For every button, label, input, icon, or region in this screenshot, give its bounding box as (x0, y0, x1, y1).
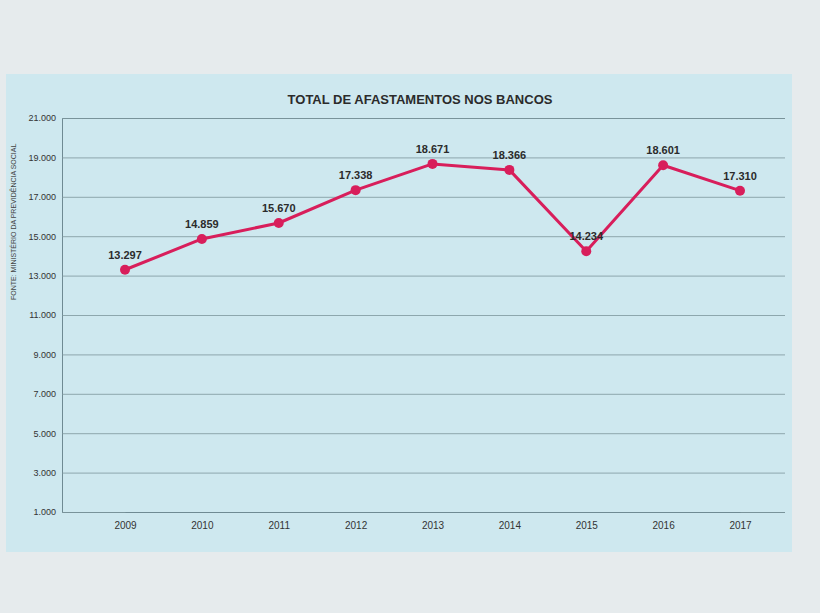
plot-area (120, 159, 745, 275)
point (658, 160, 668, 170)
data-label: 17.310 (723, 170, 757, 182)
x-tick-label: 2010 (191, 520, 214, 531)
x-tick: 2013 (422, 512, 445, 531)
grid-line (62, 315, 785, 316)
x-tick: 2010 (191, 512, 214, 531)
x-tick-label: 2013 (422, 520, 445, 531)
title: TOTAL DE AFASTAMENTOS NOS BANCOS (288, 92, 553, 107)
point (428, 159, 438, 169)
data-label: 18.671 (416, 143, 450, 155)
point (351, 185, 361, 195)
data-label: 18.601 (646, 144, 680, 156)
y-tick: 7.000 (33, 389, 785, 399)
x-tick-label: 2009 (114, 520, 137, 531)
y-tick-label: 9.000 (33, 350, 56, 360)
y-axis: 1.000 3.000 5.000 7.000 9.000 11.000 13.000 15.… (28, 113, 785, 517)
point (120, 265, 130, 275)
data-label: 14.859 (185, 218, 219, 230)
y-tick-label: 15.000 (28, 232, 56, 242)
point (735, 186, 745, 196)
point (504, 165, 514, 175)
point (581, 246, 591, 256)
grid-line (62, 157, 785, 158)
y-tick-label: 1.000 (33, 507, 56, 517)
data-label: 18.366 (493, 149, 527, 161)
y-tick-label: 11.000 (29, 310, 56, 320)
y-tick: 17.000 (28, 192, 785, 202)
grid-line (62, 473, 785, 474)
y-tick: 15.000 (28, 232, 785, 242)
y-tick-label: 17.000 (28, 192, 56, 202)
x-axis: 2009 2010 2011 2012 2013 2014 2015 2016 2017 (114, 512, 752, 531)
y-tick: 21.000 (28, 113, 785, 123)
grid-line (62, 354, 785, 355)
grid-line (62, 118, 785, 119)
x-tick: 2012 (345, 512, 368, 531)
grid-line (62, 512, 785, 513)
data-label: 15.670 (262, 202, 296, 214)
y-axis-line (63, 119, 786, 513)
line (125, 164, 740, 270)
x-tick-label: 2012 (345, 520, 368, 531)
x-tick-label: 2015 (576, 520, 599, 531)
y-tick-label: 13.000 (28, 271, 56, 281)
data-label: 17.338 (339, 169, 373, 181)
y-tick: 13.000 (28, 271, 785, 281)
y-tick: 9.000 (33, 350, 785, 360)
y-tick-label: 5.000 (33, 429, 56, 439)
y-tick: 1.000 (33, 507, 785, 517)
y-tick: 11.000 (29, 310, 785, 320)
data-label: 13.297 (108, 249, 142, 261)
x-tick-label: 2016 (653, 520, 676, 531)
grid-line (62, 433, 785, 434)
x-tick: 2014 (499, 512, 522, 531)
y-tick: 3.000 (33, 468, 785, 478)
x-tick-label: 2011 (268, 520, 290, 531)
grid-line (62, 276, 785, 277)
chart: 1.000 3.000 5.000 7.000 9.000 11.000 13.000 15.… (0, 0, 820, 613)
grid-line (62, 197, 785, 198)
x-axis-line (126, 512, 741, 513)
grid-line (62, 394, 785, 395)
x-tick: 2009 (114, 512, 137, 531)
y-tick: 5.000 (33, 429, 785, 439)
source: FONTE: MINISTÉRIO DA PREVIDÊNCIA SOCIAL (9, 144, 17, 300)
panel (6, 74, 792, 552)
point (197, 234, 207, 244)
y-tick-label: 19.000 (28, 153, 56, 163)
x-tick-label: 2014 (499, 520, 522, 531)
data-label: 14.234 (569, 230, 604, 242)
x-tick: 2016 (653, 512, 676, 531)
y-tick-label: 7.000 (33, 389, 56, 399)
x-tick: 2011 (268, 512, 290, 531)
x-tick-label: 2017 (729, 520, 752, 531)
x-tick: 2015 (576, 512, 599, 531)
x-tick: 2017 (729, 512, 752, 531)
background (0, 0, 820, 613)
y-tick-label: 3.000 (33, 468, 56, 478)
point (274, 218, 284, 228)
data-labels: 13.297 14.859 15.670 17.338 18.671 18.366 14.2… (108, 143, 757, 261)
y-tick-label: 21.000 (28, 113, 56, 123)
grid-line (62, 236, 785, 237)
